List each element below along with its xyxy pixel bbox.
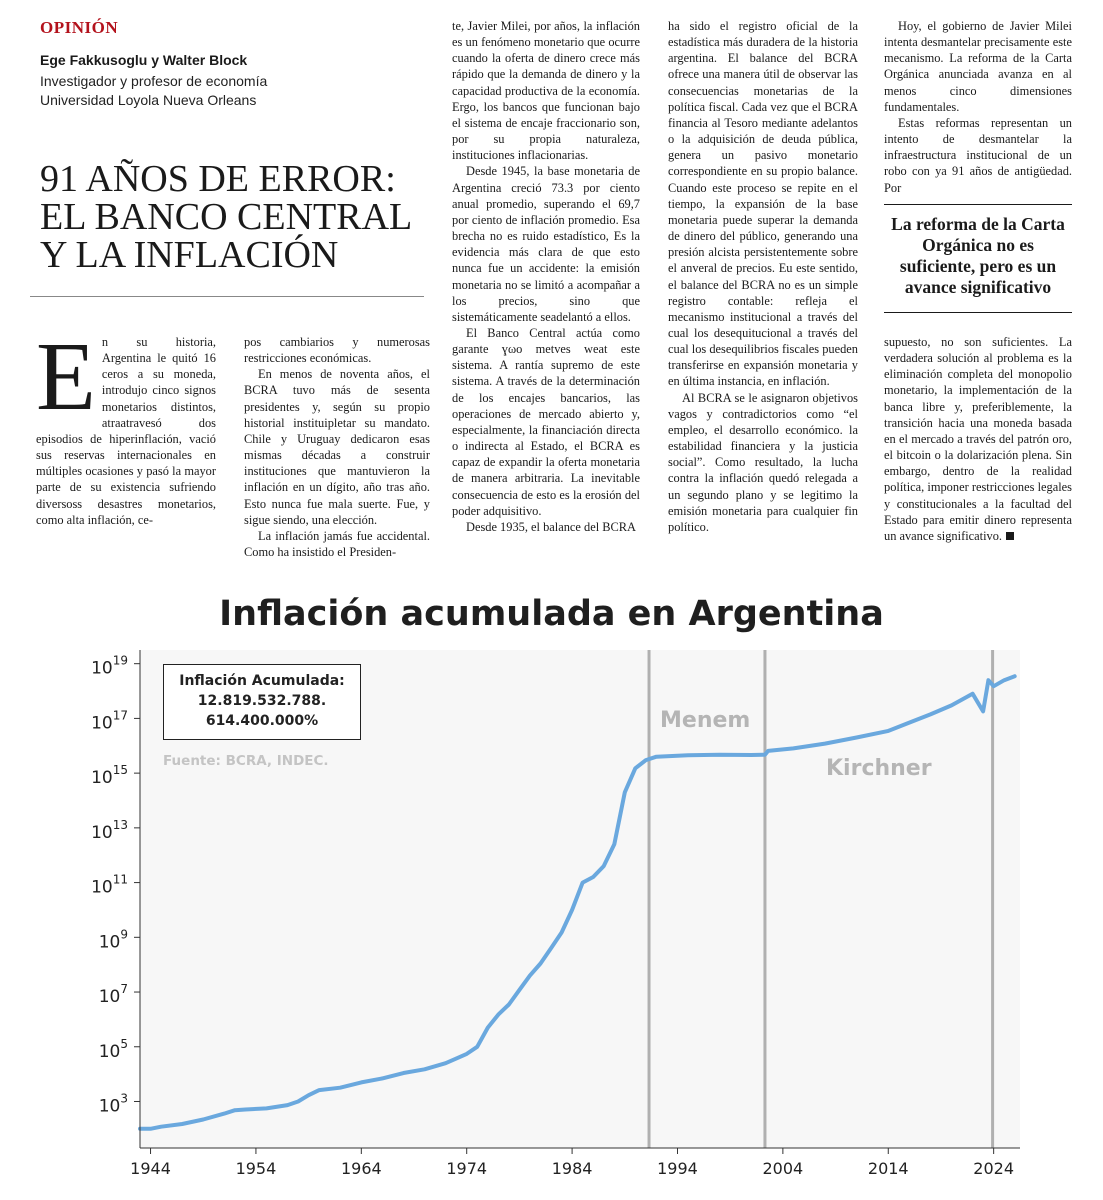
- author-affiliation: Investigador y profesor de economía: [40, 73, 268, 89]
- paragraph: Hoy, el gobierno de Javier Milei intenta…: [884, 19, 1072, 114]
- headline-line-1: 91 AÑOS DE ERROR:: [40, 158, 396, 200]
- y-tick-label: 1013: [91, 818, 128, 843]
- column-4: ha sido el registro oficial de la estadí…: [668, 18, 858, 535]
- y-tick-label: 105: [99, 1037, 128, 1062]
- box-value-line-1: 12.819.532.788.: [197, 693, 327, 709]
- y-tick-label: 109: [99, 927, 128, 952]
- x-tick-label: 1964: [341, 1159, 382, 1178]
- paragraph: supuesto, no son suficientes. La verdade…: [884, 335, 1072, 543]
- newspaper-article: OPINIÓN Ege Fakkusoglu y Walter Block In…: [0, 0, 1103, 582]
- x-tick-label: 1974: [446, 1159, 487, 1178]
- y-tick-label: 1011: [91, 873, 128, 898]
- paragraph: n su historia, Argentina le quitó 16 cer…: [36, 335, 216, 527]
- chart-source: Fuente: BCRA, INDEC.: [163, 753, 329, 769]
- annotation-menem: Menem: [660, 708, 751, 733]
- y-tick-label: 1015: [91, 763, 128, 788]
- x-tick-label: 1994: [657, 1159, 698, 1178]
- box-value-line-2: 614.400.000%: [205, 713, 319, 729]
- author-university: Universidad Loyola Nueva Orleans: [40, 92, 257, 108]
- pullquote-rule-bottom: [884, 312, 1072, 313]
- column-3: te, Javier Milei, por años, la inflación…: [452, 18, 640, 535]
- column-5-continued: supuesto, no son suficientes. La verdade…: [884, 334, 1072, 544]
- paragraph: Desde 1945, la base monetaria de Argenti…: [452, 164, 640, 324]
- section-label: OPINIÓN: [40, 18, 119, 37]
- y-tick-label: 1019: [91, 654, 128, 679]
- x-tick-label: 1944: [130, 1159, 171, 1178]
- x-tick-label: 2014: [868, 1159, 909, 1178]
- y-tick-label: 103: [99, 1091, 128, 1116]
- paragraph: te, Javier Milei, por años, la inflación…: [452, 19, 640, 163]
- x-tick-label: 1954: [236, 1159, 277, 1178]
- paragraph: El Banco Central actúa como garante ɣωo …: [452, 325, 640, 518]
- paragraph: Estas reformas representan un intento de…: [884, 115, 1072, 195]
- y-tick-label: 1017: [91, 708, 128, 733]
- drop-cap: E: [36, 323, 96, 431]
- column-5: Hoy, el gobierno de Javier Milei intenta…: [884, 18, 1072, 196]
- headline-line-2: EL BANCO CENTRAL: [40, 196, 413, 238]
- chart-title: Inflación acumulada en Argentina: [219, 594, 884, 634]
- pull-quote: La reforma de la Carta Orgánica no es su…: [891, 214, 1065, 297]
- annotation-kirchner: Kirchner: [826, 756, 932, 781]
- end-mark-icon: [1006, 531, 1015, 540]
- headline-divider: [30, 296, 424, 297]
- paragraph: Desde 1935, el balance del BCRA: [466, 519, 636, 534]
- series-line: [138, 674, 1017, 1131]
- column-2: pos cambiarios y numerosas restricciones…: [244, 334, 430, 560]
- paragraph: pos cambiarios y numerosas restricciones…: [244, 335, 430, 366]
- paragraph: ha sido el registro oficial de la estadí…: [668, 19, 858, 389]
- y-tick-label: 107: [99, 982, 128, 1007]
- pullquote-rule-top: [884, 204, 1072, 205]
- cumulative-inflation-box: Inflación Acumulada: 12.819.532.788. 614…: [163, 664, 361, 740]
- paragraph: Al BCRA se le asignaron objetivos vagos …: [668, 390, 858, 534]
- x-tick-label: 2024: [973, 1159, 1014, 1178]
- headline-line-3: Y LA INFLACIÓN: [40, 234, 339, 276]
- article-authors: Ege Fakkusoglu y Walter Block: [40, 52, 248, 68]
- paragraph: En menos de noventa años, el BCRA tuvo m…: [244, 367, 430, 527]
- box-label: Inflación Acumulada:: [179, 673, 345, 689]
- x-tick-label: 1984: [552, 1159, 593, 1178]
- paragraph: La inflación jamás fue accidental. Como …: [244, 528, 430, 560]
- x-tick-label: 2004: [763, 1159, 804, 1178]
- article-headline: 91 AÑOS DE ERROR: EL BANCO CENTRAL Y LA …: [40, 160, 412, 274]
